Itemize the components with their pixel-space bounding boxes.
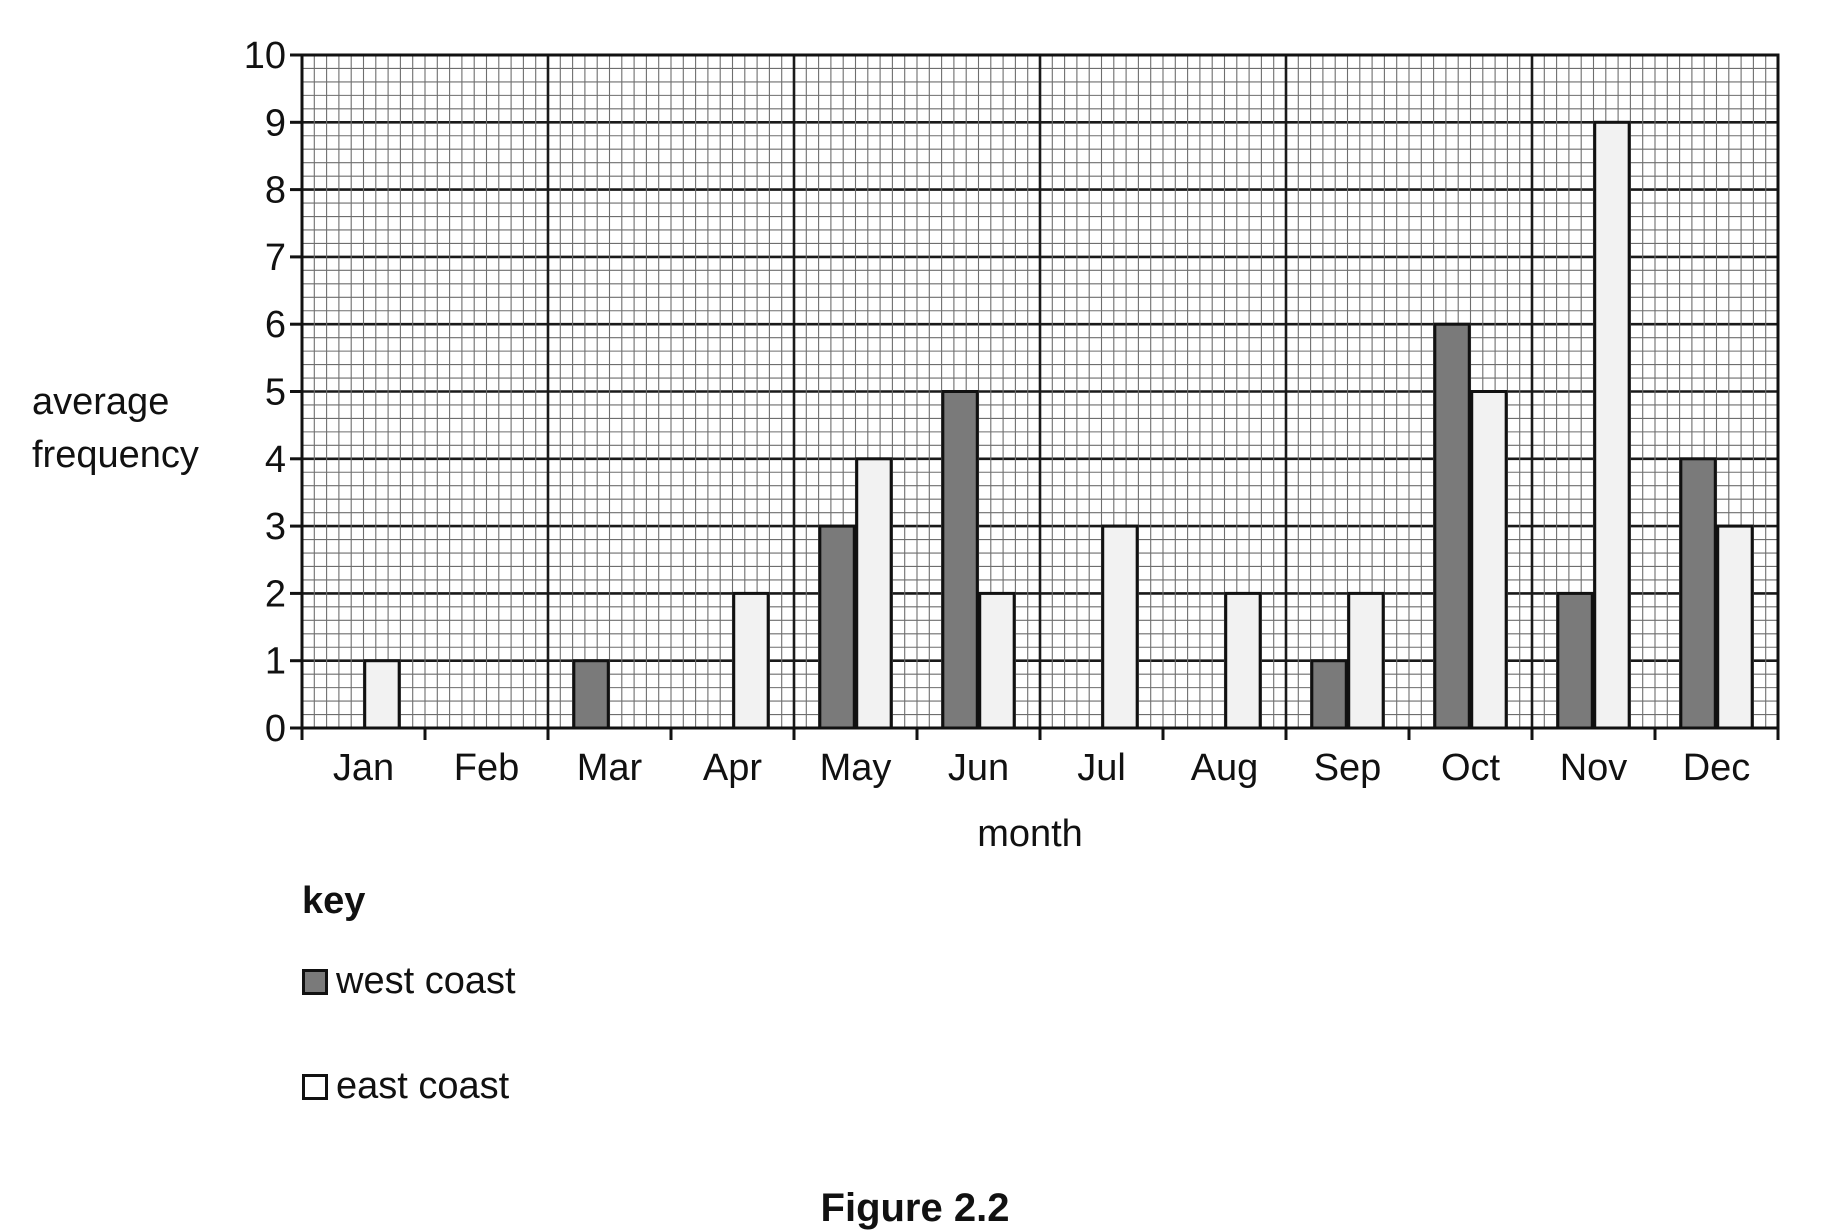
y-tick-label: 3 [265,506,286,548]
bar-east-coast-aug [1224,591,1262,730]
bar-east-coast-dec [1716,524,1754,730]
x-tick-label-sep: Sep [1314,747,1382,789]
bar-west-coast-may [818,524,856,730]
x-tick-label-dec: Dec [1683,747,1751,789]
legend-label-west-coast: west coast [336,960,516,1002]
y-tick-label: 9 [265,102,286,144]
x-tick-label-jul: Jul [1077,747,1126,789]
legend-label-east-coast: east coast [336,1065,510,1107]
x-tick-label-oct: Oct [1441,747,1501,789]
bar-east-coast-may [855,457,893,730]
bar-west-coast-oct [1433,322,1471,730]
bar-west-coast-nov [1556,591,1594,730]
legend-item-west-coast: west coast [302,960,516,1003]
bar-west-coast-dec [1679,457,1717,730]
x-tick-label-feb: Feb [454,747,519,789]
x-tick-label-mar: Mar [577,747,643,789]
x-tick-label-apr: Apr [703,747,762,789]
bar-west-coast-mar [572,659,610,730]
x-tick-label-may: May [820,747,892,789]
y-tick-label: 1 [265,641,286,683]
bar-west-coast-jun [941,390,979,730]
legend-title: key [302,880,366,922]
bar-east-coast-sep [1347,591,1385,730]
y-tick-label: 4 [265,439,286,481]
y-tick-label: 0 [265,708,286,750]
bar-west-coast-sep [1310,659,1348,730]
x-tick-label-nov: Nov [1560,747,1628,789]
x-tick-label-jun: Jun [948,747,1009,789]
bar-east-coast-jan [363,659,401,730]
bar-east-coast-apr [732,591,770,730]
legend-swatch-east-coast [302,1073,328,1100]
bar-east-coast-jul [1101,524,1139,730]
y-tick-label: 6 [265,304,286,346]
legend-item-east-coast: east coast [302,1065,509,1108]
y-tick-label: 7 [265,237,286,279]
x-axis-label: month [977,813,1083,855]
y-axis-label-line2: frequency [32,434,199,476]
y-tick-label: 2 [265,573,286,615]
bar-east-coast-nov [1593,120,1631,730]
bar-east-coast-oct [1470,390,1508,730]
figure-caption: Figure 2.2 [820,1186,1010,1230]
y-axis-label-line1: average [32,381,169,423]
y-tick-label: 10 [244,35,286,77]
bars [363,120,1754,730]
x-tick-label-jan: Jan [333,747,394,789]
legend-swatch-west-coast [302,968,328,995]
y-tick-label: 8 [265,170,286,212]
y-tick-label: 5 [265,372,286,414]
bar-east-coast-jun [978,591,1016,730]
axes: 0 1 2 3 4 5 6 7 8 9 10 Jan Feb Mar Apr May Jun Jul Aug Sep O… [244,35,1780,789]
x-tick-label-aug: Aug [1191,747,1259,789]
